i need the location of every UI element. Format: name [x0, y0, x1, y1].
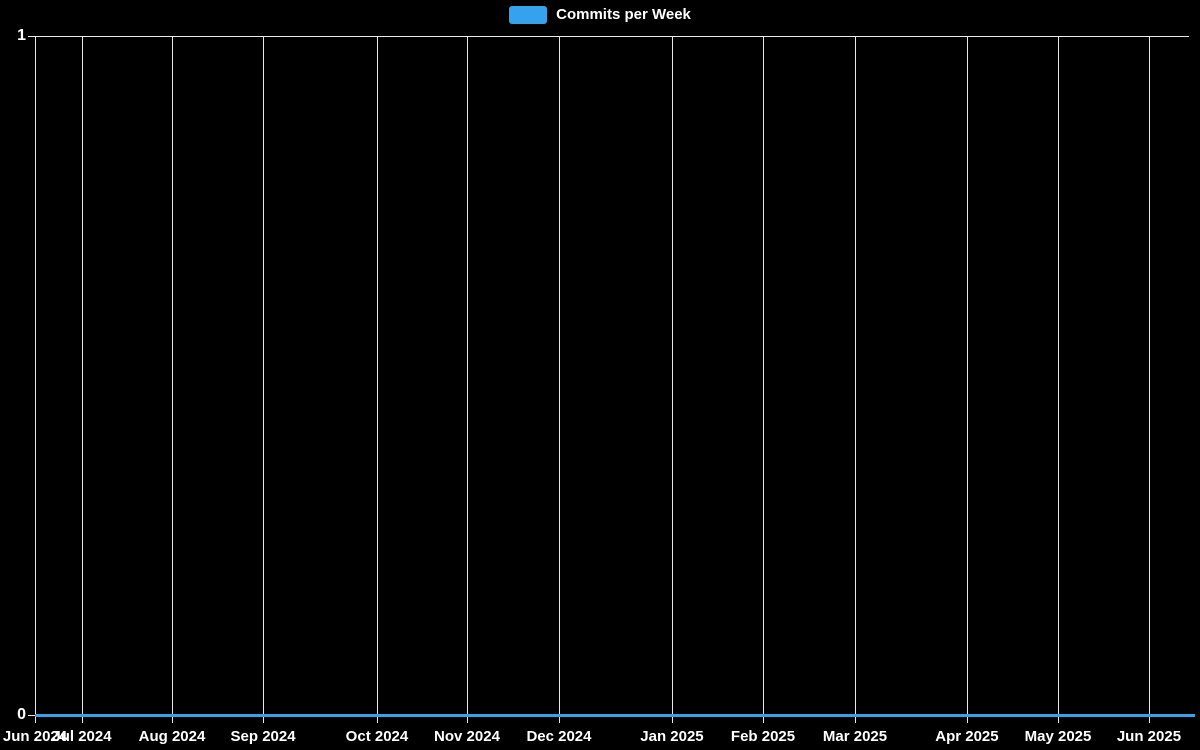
vertical-gridline-sep-2024	[263, 36, 265, 723]
x-axis-tick-label: Jun 2024	[2, 728, 68, 745]
vertical-gridline-jun-2024	[35, 36, 36, 723]
x-axis-tick-label: Oct 2024	[345, 728, 409, 745]
vertical-gridline-nov-2024	[466, 36, 468, 723]
legend-swatch-icon	[509, 6, 548, 24]
commits-series-line	[35, 714, 1195, 717]
vertical-gridline-apr-2025	[966, 36, 968, 723]
y-axis-max-label: 1	[17, 27, 26, 44]
x-axis-tick-label: Mar 2025	[822, 728, 888, 745]
x-axis-tick-label: May 2025	[1024, 728, 1092, 745]
x-axis-tick-label: Jul 2024	[52, 728, 112, 745]
x-axis-tick-label: Feb 2025	[730, 728, 796, 745]
x-axis-tick-label: Nov 2024	[434, 728, 500, 745]
x-axis-tick-label: Sep 2024	[230, 728, 296, 745]
x-axis-tick-label: Apr 2025	[935, 728, 999, 745]
vertical-gridline-jun-2025	[1148, 36, 1150, 723]
x-axis-tick-label: Jun 2025	[1116, 728, 1182, 745]
vertical-gridline-dec-2024	[558, 36, 560, 723]
vertical-gridline-may-2025	[1058, 36, 1059, 723]
x-axis-tick-label: Dec 2024	[526, 728, 592, 745]
vertical-gridline-oct-2024	[376, 36, 378, 723]
vertical-gridline-jul-2024	[81, 36, 83, 723]
x-axis-tick-label: Aug 2024	[138, 728, 206, 745]
vertical-gridline-jan-2025	[671, 36, 673, 723]
chart-legend: Commits per Week	[0, 6, 1200, 24]
plot-area	[28, 36, 1195, 723]
legend-item-commits[interactable]: Commits per Week	[509, 6, 691, 24]
vertical-gridline-aug-2024	[171, 36, 173, 723]
y-axis-min-label: 0	[17, 706, 26, 723]
legend-label: Commits per Week	[556, 6, 691, 23]
x-axis-tick-label: Jan 2025	[640, 728, 704, 745]
vertical-gridline-feb-2025	[763, 36, 765, 723]
top-gridline	[28, 36, 1189, 37]
y-axis-zero-tick	[28, 715, 35, 716]
vertical-gridline-mar-2025	[855, 36, 856, 723]
